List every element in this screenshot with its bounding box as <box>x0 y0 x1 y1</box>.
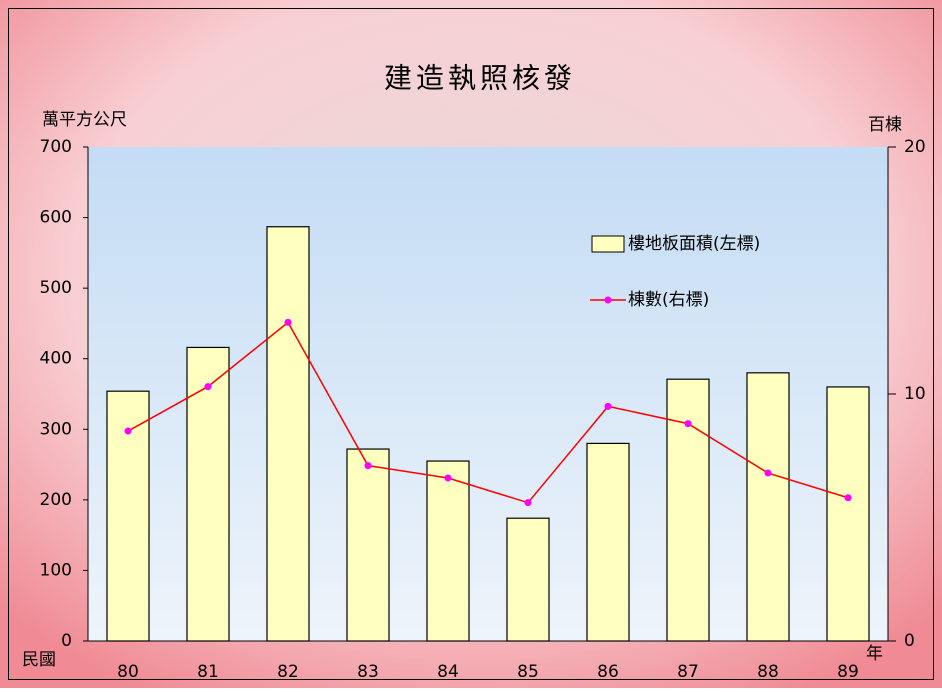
line-marker <box>524 499 532 507</box>
x-axis-label-right: 年 <box>866 644 883 664</box>
x-tick-label: 81 <box>197 662 219 682</box>
bar <box>666 378 710 642</box>
y-tick-label: 500 <box>40 278 72 298</box>
line-marker <box>604 402 612 410</box>
bar <box>586 442 630 642</box>
y-tick-label: 700 <box>40 137 72 157</box>
bar <box>266 226 310 642</box>
legend-marker <box>604 296 612 304</box>
chart-title: 建造執照核發 <box>384 62 576 95</box>
bar <box>826 386 870 642</box>
legend-label: 樓地板面積(左標) <box>628 234 760 254</box>
y-tick-label: 0 <box>61 631 72 651</box>
legend-swatch <box>591 235 625 253</box>
line-marker <box>124 427 132 435</box>
x-tick-label: 86 <box>597 662 619 682</box>
line-marker <box>204 383 212 391</box>
line <box>127 321 849 504</box>
y-tick-label: 200 <box>40 490 72 510</box>
x-tick-label: 85 <box>517 662 539 682</box>
line-marker <box>364 462 372 470</box>
y-tick-label: 400 <box>40 349 72 369</box>
line-marker <box>684 420 692 428</box>
y-tick-label: 600 <box>40 208 72 228</box>
x-tick-label: 87 <box>677 662 699 682</box>
bar <box>186 346 230 642</box>
line-marker <box>444 474 452 482</box>
frame <box>8 8 934 680</box>
y-tick-label: 300 <box>40 419 72 439</box>
y2-axis-title: 百棟 <box>868 115 902 135</box>
bar <box>426 460 470 642</box>
line-marker <box>284 318 292 326</box>
bar <box>506 517 550 642</box>
x-tick-label: 80 <box>117 662 139 682</box>
bar <box>746 372 790 642</box>
legend-label: 棟數(右標) <box>628 290 709 310</box>
bar <box>346 448 390 642</box>
line-marker <box>844 494 852 502</box>
y-tick-label: 100 <box>40 560 72 580</box>
x-tick-label: 83 <box>357 662 379 682</box>
x-tick-label: 88 <box>757 662 779 682</box>
y2-tick-label: 10 <box>904 384 926 404</box>
line-marker <box>764 469 772 477</box>
y2-tick-label: 20 <box>904 137 926 157</box>
y2-tick-label: 0 <box>904 631 915 651</box>
x-tick-label: 84 <box>437 662 459 682</box>
x-tick-label: 89 <box>837 662 859 682</box>
x-tick-label: 82 <box>277 662 299 682</box>
y-axis-title: 萬平方公尺 <box>42 110 127 130</box>
x-axis-label-left: 民國 <box>22 650 56 670</box>
